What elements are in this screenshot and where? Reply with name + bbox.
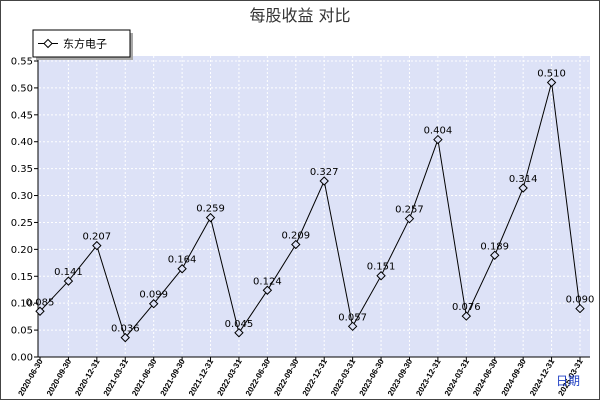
data-point-marker <box>575 303 585 314</box>
y-tick-label: 0.10 <box>11 299 33 310</box>
y-axis-ticks: 0.00 0.05 0.10 0.15 0.20 0.25 0.30 0.35 0.40 0.45… <box>11 57 38 364</box>
y-tick-label: 0.35 <box>11 164 33 175</box>
data-label: 0.207 <box>83 232 112 243</box>
data-point-marker <box>92 240 102 251</box>
x-axis-title: 日期 <box>556 374 580 388</box>
data-label: 0.057 <box>338 312 367 323</box>
data-point-marker <box>490 250 500 260</box>
data-point-marker <box>63 276 74 286</box>
data-label: 0.076 <box>452 302 481 313</box>
y-tick-label: 0.30 <box>11 191 33 202</box>
data-label: 0.099 <box>139 290 168 301</box>
y-tick-label: 0.40 <box>11 137 33 148</box>
data-label: 0.510 <box>537 69 566 80</box>
diamond-marker-icon <box>43 38 53 49</box>
y-tick-label: 0.45 <box>11 110 33 121</box>
chart-title: 每股收益 对比 <box>249 6 350 25</box>
legend: 东方电子 <box>32 29 133 60</box>
data-label: 0.045 <box>225 319 254 330</box>
data-label: 0.151 <box>367 262 396 273</box>
data-label: 0.090 <box>566 295 595 306</box>
data-label: 0.124 <box>253 276 282 287</box>
y-tick-label: 0.25 <box>11 218 33 229</box>
data-point-marker <box>205 212 216 223</box>
data-label: 0.327 <box>310 167 339 178</box>
y-tick-label: 0.00 <box>11 353 33 364</box>
data-point-marker <box>404 213 415 224</box>
y-tick-label: 0.55 <box>11 57 33 68</box>
data-point-marker <box>148 299 159 309</box>
data-point-marker <box>319 176 329 186</box>
data-point-marker <box>546 77 557 88</box>
data-point-marker <box>518 183 528 193</box>
data-label: 0.189 <box>480 241 509 252</box>
data-label: 0.257 <box>395 205 424 216</box>
data-point-marker <box>291 239 301 250</box>
data-point-marker <box>234 328 244 338</box>
plot-area <box>38 56 590 357</box>
y-tick-label: 0.50 <box>11 83 33 94</box>
data-point-marker <box>461 311 472 321</box>
data-point-marker <box>347 321 358 332</box>
data-point-marker <box>35 306 45 316</box>
data-label: 0.209 <box>281 231 310 242</box>
data-point-marker <box>177 264 187 274</box>
data-point-marker <box>376 271 386 281</box>
data-label: 0.259 <box>196 204 225 215</box>
gridlines <box>39 56 590 356</box>
legend-label: 东方电子 <box>63 37 107 51</box>
data-label: 0.085 <box>26 297 55 308</box>
data-label: 0.141 <box>54 267 83 278</box>
series-line <box>39 82 581 339</box>
data-point-marker <box>120 332 130 343</box>
data-point-marker <box>262 285 273 295</box>
y-tick-label: 0.05 <box>11 326 33 337</box>
y-tick-label: 0.20 <box>11 245 33 256</box>
data-label: 0.314 <box>509 174 538 185</box>
data-label: 0.164 <box>168 255 197 266</box>
y-tick-label: 0.15 <box>11 272 33 283</box>
data-labels: 0.085 0.141 0.207 0.036 0.099 0.164 0.259 0.045… <box>26 69 595 335</box>
data-label: 0.404 <box>424 126 453 137</box>
data-point-marker <box>433 134 443 145</box>
series-dongfang-electronics <box>35 77 585 343</box>
data-label: 0.036 <box>111 324 140 335</box>
